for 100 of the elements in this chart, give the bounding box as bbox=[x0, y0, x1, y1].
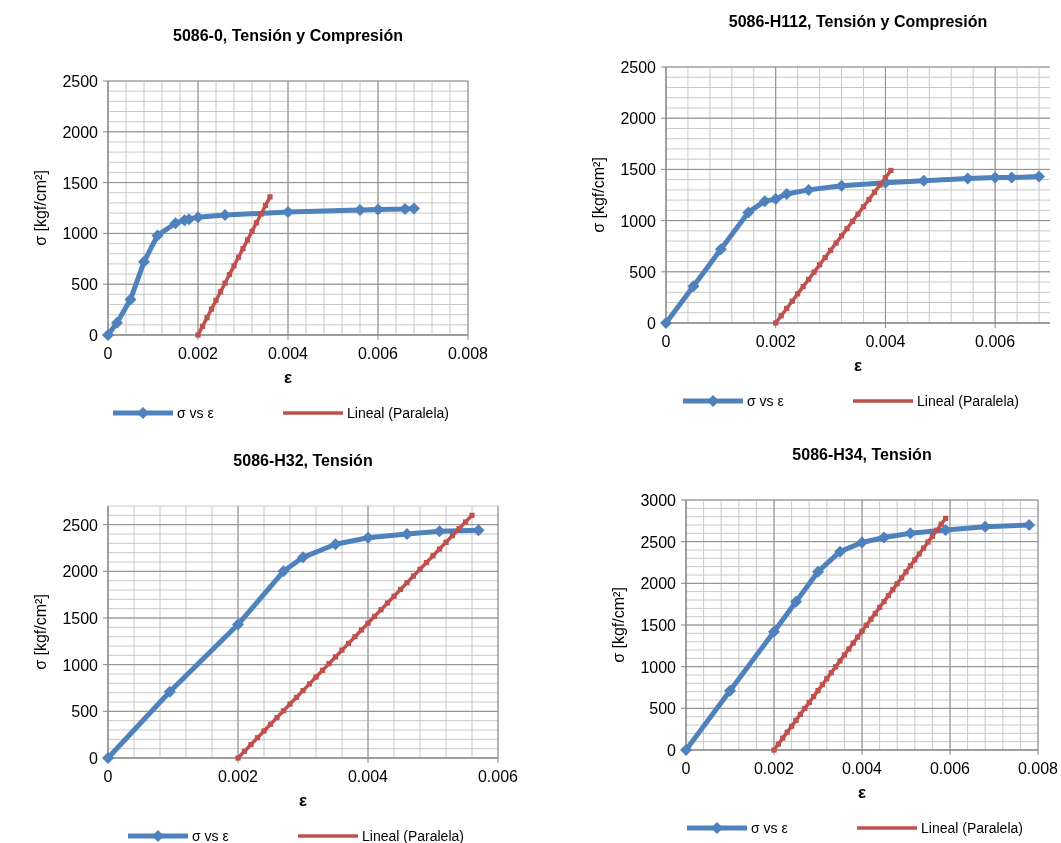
point bbox=[878, 531, 890, 544]
point bbox=[313, 674, 319, 680]
legend-label: Lineal (Paralela) bbox=[921, 820, 1023, 836]
point bbox=[213, 297, 219, 304]
point bbox=[687, 280, 700, 293]
point bbox=[436, 546, 443, 552]
point bbox=[903, 569, 909, 575]
point bbox=[833, 240, 839, 246]
point bbox=[856, 536, 868, 549]
x-axis-title: ε bbox=[298, 791, 308, 810]
point bbox=[724, 684, 736, 697]
y-axis-title: σ [kgf/cm²] bbox=[32, 594, 49, 670]
x-tick-label: 0.002 bbox=[177, 345, 219, 362]
point bbox=[912, 557, 918, 563]
point bbox=[790, 595, 802, 608]
x-tick-label: 0.004 bbox=[267, 345, 309, 362]
y-tick-label: 2000 bbox=[62, 563, 99, 581]
chart-title: 5086-H34, Tensión bbox=[792, 446, 932, 463]
point bbox=[859, 628, 865, 634]
point bbox=[469, 512, 475, 518]
x-tick-label: 0.004 bbox=[865, 333, 906, 350]
y-tick-label: 2500 bbox=[62, 73, 99, 90]
legend-label: σ vs ε bbox=[751, 820, 788, 836]
y-axis-title: σ [kgf/cm²] bbox=[32, 170, 49, 246]
point bbox=[204, 315, 210, 321]
point bbox=[780, 187, 793, 200]
point bbox=[306, 681, 313, 687]
point bbox=[408, 202, 420, 215]
point bbox=[244, 237, 251, 243]
point bbox=[277, 565, 290, 578]
x-tick-label: 0.006 bbox=[477, 768, 519, 785]
point bbox=[660, 317, 672, 329]
point bbox=[102, 752, 114, 764]
point bbox=[714, 243, 727, 256]
point bbox=[462, 519, 469, 525]
point bbox=[780, 735, 786, 741]
x-tick-label: 0 bbox=[103, 768, 113, 785]
y-tick-label: 0 bbox=[667, 742, 677, 759]
point bbox=[358, 627, 365, 633]
point bbox=[329, 538, 342, 551]
point bbox=[866, 196, 872, 203]
point bbox=[793, 717, 799, 723]
point bbox=[326, 661, 332, 667]
x-axis-title: ε bbox=[283, 368, 293, 387]
y-tick-label: 1000 bbox=[640, 658, 677, 676]
point bbox=[124, 293, 137, 306]
chart-title: 5086-0, Tensión y Compresión bbox=[173, 27, 403, 44]
point bbox=[742, 206, 755, 219]
point bbox=[169, 217, 182, 230]
legend-label: σ vs ε bbox=[747, 393, 784, 409]
point bbox=[378, 607, 384, 613]
y-tick-label: 2500 bbox=[62, 516, 99, 534]
point bbox=[680, 744, 692, 756]
point bbox=[258, 211, 264, 217]
point bbox=[297, 551, 309, 564]
y-tick-label: 500 bbox=[71, 703, 99, 721]
point bbox=[300, 687, 306, 694]
point bbox=[362, 531, 374, 544]
y-tick-label: 2500 bbox=[620, 59, 657, 76]
y-tick-label: 500 bbox=[71, 276, 99, 294]
legend-label: σ vs ε bbox=[177, 405, 214, 421]
point bbox=[855, 211, 861, 217]
legend-label: Lineal (Paralela) bbox=[917, 393, 1019, 409]
point bbox=[339, 647, 345, 653]
point bbox=[834, 545, 846, 558]
y-tick-label: 1000 bbox=[620, 212, 657, 230]
point bbox=[850, 640, 856, 646]
point bbox=[102, 329, 114, 341]
x-tick-label: 0.004 bbox=[841, 760, 883, 777]
point bbox=[920, 545, 927, 551]
point bbox=[925, 539, 931, 545]
point bbox=[240, 246, 246, 252]
y-tick-label: 1500 bbox=[62, 610, 99, 627]
point bbox=[844, 225, 850, 232]
point bbox=[138, 255, 150, 268]
legend-label: Lineal (Paralela) bbox=[362, 828, 464, 843]
point bbox=[881, 598, 887, 605]
point bbox=[888, 167, 894, 174]
point bbox=[841, 652, 848, 658]
x-tick-label: 0.002 bbox=[217, 768, 259, 785]
point bbox=[248, 741, 254, 748]
point bbox=[815, 687, 821, 694]
x-tick-label: 0.004 bbox=[347, 768, 389, 785]
point bbox=[163, 685, 176, 698]
point bbox=[768, 625, 780, 638]
point bbox=[456, 526, 462, 532]
point bbox=[822, 254, 828, 261]
point bbox=[404, 580, 410, 586]
point bbox=[287, 701, 293, 707]
y-tick-label: 500 bbox=[649, 700, 677, 718]
y-tick-label: 1500 bbox=[620, 161, 657, 179]
point bbox=[443, 539, 449, 545]
x-axis-title: ε bbox=[857, 783, 867, 802]
point bbox=[222, 280, 228, 286]
point bbox=[916, 551, 922, 557]
point bbox=[151, 229, 164, 242]
point bbox=[365, 620, 371, 626]
point bbox=[837, 658, 843, 664]
point bbox=[249, 228, 255, 234]
y-tick-label: 2000 bbox=[62, 123, 99, 141]
